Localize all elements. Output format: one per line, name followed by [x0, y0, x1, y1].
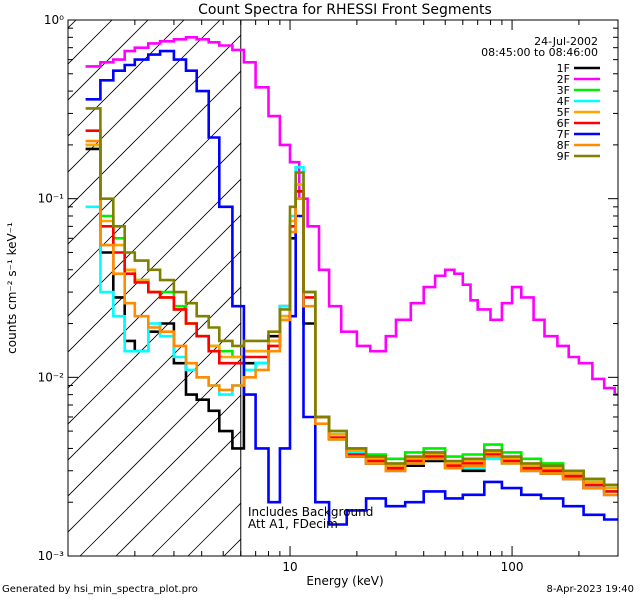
hatch-line [68, 250, 241, 425]
hatch-line [68, 178, 241, 353]
hatch-line [79, 394, 241, 556]
y-tick-label: 10⁰ [44, 13, 64, 27]
legend-label-2F: 2F [557, 73, 570, 86]
series-layer [85, 36, 618, 526]
series-line-8F [85, 139, 618, 497]
series-line-3F [85, 143, 618, 487]
annotation-background: Includes Background [248, 505, 373, 519]
legend-label-5F: 5F [557, 106, 570, 119]
series-line-9F [85, 107, 618, 487]
hatch-line [68, 20, 221, 173]
legend-label-3F: 3F [557, 84, 570, 97]
hatch-line [68, 214, 241, 389]
hatch-line [115, 430, 241, 556]
footer-timestamp: 8-Apr-2023 19:40 [546, 584, 634, 595]
legend-label-9F: 9F [557, 150, 570, 163]
plot-frame [67, 19, 619, 557]
hatch-line [68, 322, 241, 497]
annotation-attenuator: Att A1, FDecim [248, 517, 338, 531]
legend-label-6F: 6F [557, 117, 570, 130]
hatch-line [68, 142, 241, 317]
hatch-line [68, 358, 241, 533]
series-line-2F [85, 36, 618, 396]
hatch-line [68, 286, 241, 461]
hatch-line [332, 0, 640, 556]
legend-label-7F: 7F [557, 128, 570, 141]
x-axis-label: Energy (keV) [306, 574, 383, 588]
chart-title: Count Spectra for RHESSI Front Segments [198, 2, 492, 18]
series-line-6F [85, 129, 618, 493]
chart-time-range: 08:45:00 to 08:46:00 [481, 46, 598, 59]
series-line-4F [85, 165, 618, 493]
y-tick-label: 10⁻³ [38, 549, 65, 563]
x-tick-label: 10 [282, 560, 297, 574]
axis-ticks: 10 100 10⁰ 10⁻¹ 10⁻² 10⁻³ [38, 13, 619, 574]
x-tick-label: 100 [501, 560, 524, 574]
series-line-1F [85, 147, 618, 497]
series-line-5F [85, 143, 618, 490]
chart-date: 24-Jul-2002 [534, 35, 598, 48]
y-axis-label: counts cm⁻² s⁻¹ keV⁻¹ [5, 222, 19, 354]
series-line-7F [85, 49, 618, 526]
hatch-line [296, 0, 640, 556]
y-tick-label: 10⁻¹ [38, 192, 65, 206]
y-tick-label: 10⁻² [38, 370, 65, 384]
hatch-line [68, 20, 149, 101]
footer-generated-by: Generated by hsi_min_spectra_plot.pro [2, 584, 198, 595]
legend-label-8F: 8F [557, 139, 570, 152]
legend-label-1F: 1F [557, 62, 570, 75]
hatch-line [68, 106, 241, 281]
legend-label-4F: 4F [557, 95, 570, 108]
hatch-line [68, 34, 241, 209]
hatch-line [68, 20, 113, 65]
